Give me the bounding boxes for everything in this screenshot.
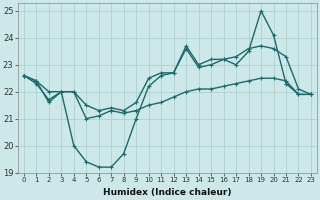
X-axis label: Humidex (Indice chaleur): Humidex (Indice chaleur) — [103, 188, 232, 197]
